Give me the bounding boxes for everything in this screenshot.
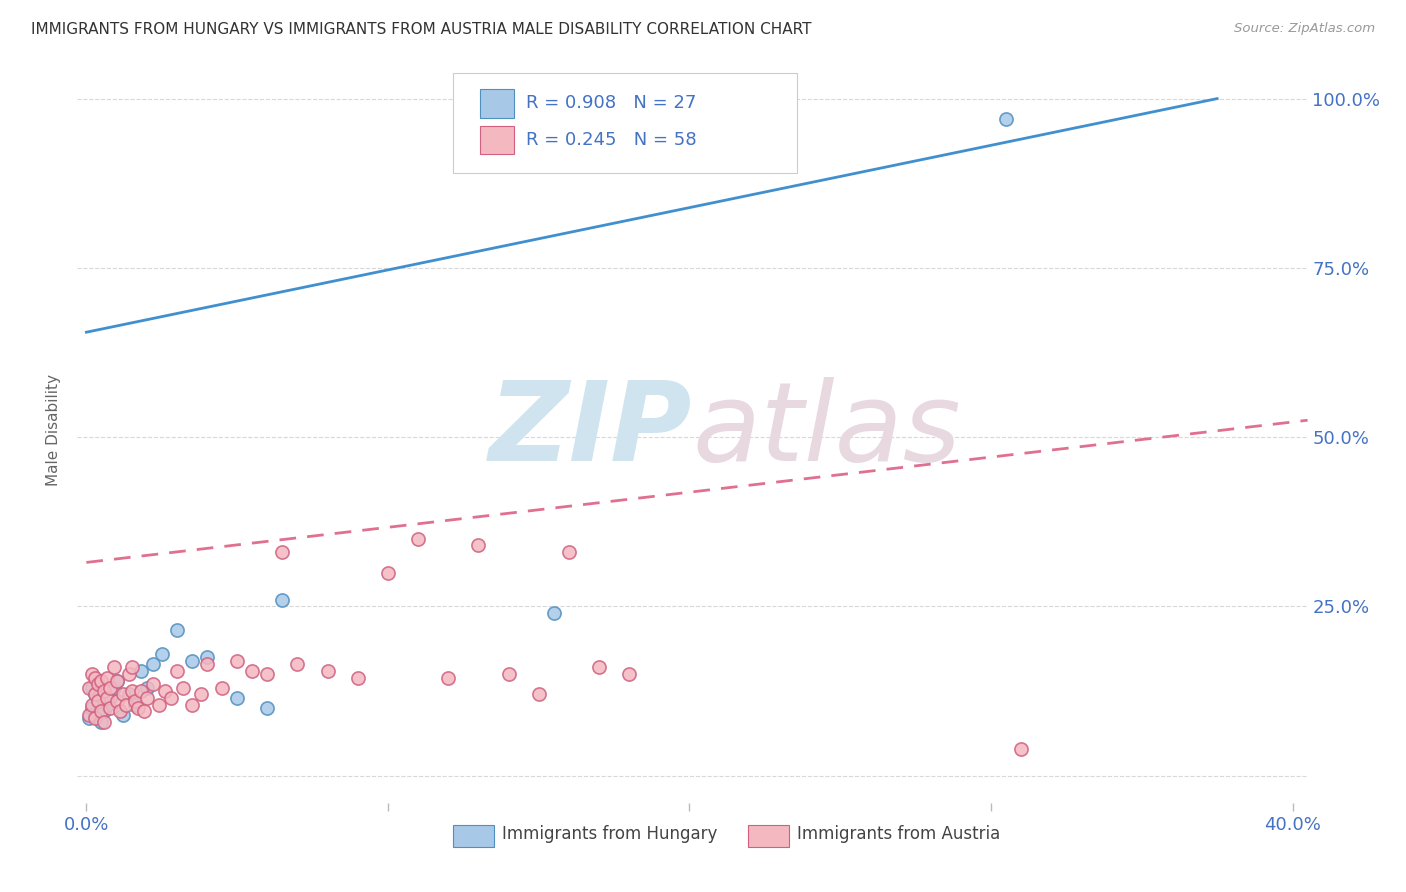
Point [84, 707, 107, 722]
Point [211, 681, 233, 695]
Point [87, 677, 110, 691]
Point [159, 690, 181, 705]
Point [142, 677, 165, 691]
Point [346, 671, 368, 685]
Text: ZIP: ZIP [489, 377, 693, 483]
Point [105, 673, 128, 688]
Point [124, 694, 146, 708]
Text: Source: ZipAtlas.com: Source: ZipAtlas.com [1234, 22, 1375, 36]
Point [79, 711, 101, 725]
Y-axis label: Male Disability: Male Disability [46, 375, 62, 486]
Point [287, 657, 309, 671]
Text: IMMIGRANTS FROM HUNGARY VS IMMIGRANTS FROM AUSTRIA MALE DISABILITY CORRELATION C: IMMIGRANTS FROM HUNGARY VS IMMIGRANTS FR… [31, 22, 811, 37]
Point [406, 532, 429, 546]
Point [87, 694, 110, 708]
Point [256, 667, 278, 681]
Point [558, 545, 581, 559]
Point [114, 698, 136, 712]
Point [90, 705, 112, 719]
Point [96, 690, 118, 705]
Point [117, 667, 139, 681]
Point [588, 660, 610, 674]
Point [377, 566, 399, 580]
Point [180, 698, 202, 712]
Point [617, 667, 640, 681]
Point [226, 690, 249, 705]
Text: R = 0.908   N = 27: R = 0.908 N = 27 [526, 95, 697, 112]
Bar [453, 825, 494, 847]
Bar [479, 126, 515, 154]
Point [135, 690, 157, 705]
Point [316, 664, 339, 678]
Point [93, 705, 115, 719]
Text: Immigrants from Hungary: Immigrants from Hungary [502, 825, 717, 843]
Point [82, 667, 104, 681]
Point [180, 654, 202, 668]
Point [121, 684, 143, 698]
Point [82, 681, 104, 695]
Point [100, 701, 122, 715]
Point [271, 545, 294, 559]
Point [256, 701, 278, 715]
Point [93, 684, 115, 698]
Point [129, 664, 152, 678]
Point [995, 112, 1018, 126]
Point [84, 688, 107, 702]
Point [93, 714, 115, 729]
Point [111, 707, 134, 722]
Point [121, 660, 143, 674]
Text: R = 0.245   N = 58: R = 0.245 N = 58 [526, 131, 697, 149]
Point [103, 681, 125, 695]
Point [148, 698, 170, 712]
Text: Immigrants from Austria: Immigrants from Austria [797, 825, 1000, 843]
Point [132, 705, 155, 719]
Point [100, 690, 122, 705]
Point [96, 671, 118, 685]
Point [82, 698, 104, 712]
Point [543, 606, 565, 620]
Point [142, 657, 165, 671]
Point [90, 673, 112, 688]
Point [166, 664, 188, 678]
Point [87, 694, 110, 708]
Point [190, 688, 212, 702]
Point [84, 671, 107, 685]
Point [271, 592, 294, 607]
Point [105, 694, 128, 708]
Bar [479, 89, 515, 118]
Point [498, 667, 520, 681]
Point [103, 660, 125, 674]
Point [108, 705, 131, 719]
Point [166, 623, 188, 637]
Point [117, 688, 139, 702]
Point [226, 654, 249, 668]
Point [100, 681, 122, 695]
Point [79, 681, 101, 695]
FancyBboxPatch shape [453, 73, 797, 173]
Point [129, 684, 152, 698]
Bar [748, 825, 789, 847]
Point [240, 664, 263, 678]
Point [527, 688, 550, 702]
Point [84, 711, 107, 725]
Point [1010, 741, 1032, 756]
Point [195, 657, 218, 671]
Text: atlas: atlas [693, 377, 962, 483]
Point [127, 701, 149, 715]
Point [153, 684, 176, 698]
Point [105, 673, 128, 688]
Point [90, 714, 112, 729]
Point [96, 698, 118, 712]
Point [467, 539, 489, 553]
Point [82, 701, 104, 715]
Point [124, 698, 146, 712]
Point [111, 688, 134, 702]
Point [172, 681, 194, 695]
Point [84, 688, 107, 702]
Point [79, 707, 101, 722]
Point [135, 681, 157, 695]
Point [437, 671, 460, 685]
Point [195, 650, 218, 665]
Point [150, 647, 173, 661]
